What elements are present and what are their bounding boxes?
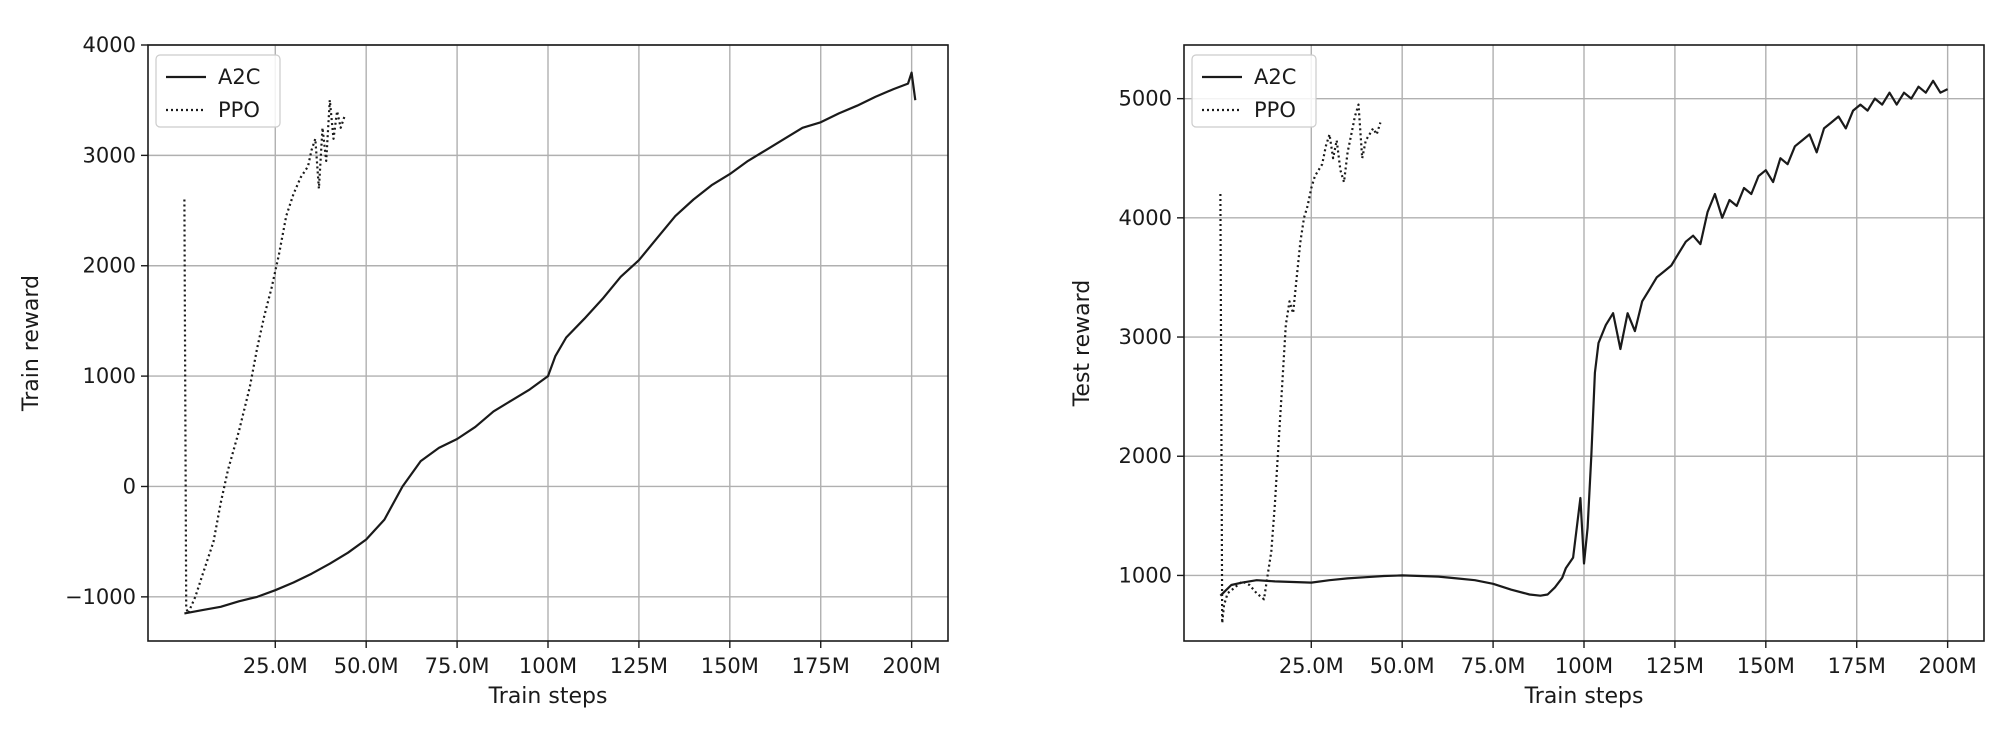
legend-label-a2c: A2C: [218, 65, 260, 89]
y-axis-label: Train reward: [19, 275, 44, 412]
legend: A2C PPO: [155, 54, 281, 128]
a2c-series-line: [1219, 79, 1949, 597]
plot-frame: [147, 44, 949, 642]
y-tick-label: −1000: [65, 585, 136, 609]
ppo-series-line: [183, 99, 346, 615]
x-tick-label: 200M: [1919, 654, 1977, 678]
plot-frame: [1183, 44, 1985, 642]
y-tick-label: 3000: [1119, 325, 1172, 349]
y-axis-label: Test reward: [1070, 280, 1095, 408]
x-axis-label: Train steps: [488, 684, 608, 709]
y-tick-label: 2000: [1119, 444, 1172, 468]
y-tick-label: 2000: [83, 254, 136, 278]
a2c-series-line: [184, 71, 917, 615]
x-tick-label: 75.0M: [425, 654, 490, 678]
y-tick-label: 1000: [1119, 563, 1172, 587]
x-tick-label: 125M: [1646, 654, 1704, 678]
x-tick-label: 100M: [519, 654, 577, 678]
y-tick-label: 4000: [83, 33, 136, 57]
grid-lines: [1184, 45, 1984, 641]
y-tick-label: 4000: [1119, 206, 1172, 230]
legend-label-ppo: PPO: [218, 98, 260, 122]
x-axis-label: Train steps: [1524, 684, 1644, 709]
y-tick-label: 5000: [1119, 87, 1172, 111]
x-tick-label: 100M: [1555, 654, 1613, 678]
test-reward-chart: 25.0M 50.0M 75.0M 100M 125M 150M 175M 200M 1000 2…: [1070, 44, 1985, 709]
x-tick-label: 50.0M: [334, 654, 399, 678]
x-tick-label: 125M: [610, 654, 668, 678]
grid-lines: [148, 44, 948, 641]
train-reward-chart: 25.0M 50.0M 75.0M 100M 125M 150M 175M 200M −1000…: [19, 33, 949, 709]
x-tick-label: 75.0M: [1461, 654, 1526, 678]
x-tick-label: 175M: [792, 654, 850, 678]
legend-label-a2c: A2C: [1254, 65, 1296, 89]
ppo-series-line: [1219, 103, 1382, 625]
x-tick-label: 50.0M: [1370, 654, 1435, 678]
x-tick-label: 200M: [883, 654, 941, 678]
y-tick-label: 3000: [83, 143, 136, 167]
x-tick-label: 175M: [1828, 654, 1886, 678]
legend: A2C PPO: [1191, 54, 1317, 128]
y-tick-label: 0: [123, 474, 136, 498]
x-tick-label: 25.0M: [243, 654, 308, 678]
x-tick-label: 150M: [701, 654, 759, 678]
x-tick-label: 25.0M: [1279, 654, 1344, 678]
y-tick-label: 1000: [83, 364, 136, 388]
x-tick-label: 150M: [1737, 654, 1795, 678]
legend-label-ppo: PPO: [1254, 98, 1296, 122]
